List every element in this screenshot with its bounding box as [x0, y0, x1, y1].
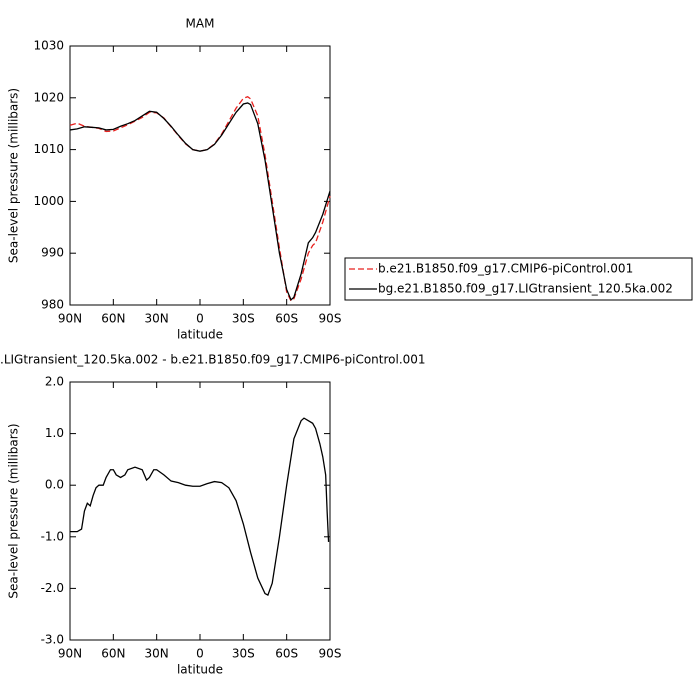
y-tick-label: 1010: [33, 142, 64, 156]
x-tick-label: 30S: [232, 312, 255, 326]
y-axis-label: Sea-level pressure (millibars): [7, 88, 21, 263]
x-tick-label: 30N: [145, 647, 169, 661]
legend-box: [344, 257, 693, 301]
x-tick-label: 60S: [275, 647, 298, 661]
y-tick-label: 0.0: [45, 478, 64, 492]
x-tick-label: 60N: [101, 647, 125, 661]
y-tick-label: 1000: [33, 194, 64, 208]
x-tick-label: 60S: [275, 312, 298, 326]
y-tick-label: -2.0: [41, 581, 64, 595]
y-tick-label: 980: [41, 298, 64, 312]
x-tick-label: 60N: [101, 312, 125, 326]
x-tick-label: 90S: [319, 312, 342, 326]
x-tick-label: 90N: [58, 312, 82, 326]
chart-title: .LIGtransient_120.5ka.002 - b.e21.B1850.…: [0, 353, 426, 367]
x-tick-label: 30S: [232, 647, 255, 661]
x-axis-label: latitude: [177, 663, 223, 677]
legend-label: b.e21.B1850.f09_g17.CMIP6-piControl.001: [378, 262, 633, 276]
y-tick-label: 1020: [33, 90, 64, 104]
series-line: [70, 417, 330, 597]
y-tick-label: 1030: [33, 39, 64, 53]
x-tick-label: 90S: [319, 647, 342, 661]
x-tick-label: 90N: [58, 647, 82, 661]
y-tick-label: 1.0: [45, 426, 64, 440]
y-axis-label: Sea-level pressure (millibars): [7, 423, 21, 598]
series-line: [69, 102, 331, 301]
legend-label: bg.e21.B1850.f09_g17.LIGtransient_120.5k…: [378, 282, 673, 296]
y-tick-label: -3.0: [41, 633, 64, 647]
y-tick-label: -1.0: [41, 529, 64, 543]
y-tick-label: 2.0: [45, 375, 64, 389]
x-axis-label: latitude: [177, 328, 223, 342]
x-tick-label: 0: [196, 647, 204, 661]
plot-frame: [69, 45, 331, 306]
plot-frame: [69, 381, 331, 641]
y-tick-label: 990: [41, 246, 64, 260]
chart-title: MAM: [186, 17, 215, 31]
x-tick-label: 30N: [145, 312, 169, 326]
x-tick-label: 0: [196, 312, 204, 326]
series-line: [69, 96, 331, 302]
